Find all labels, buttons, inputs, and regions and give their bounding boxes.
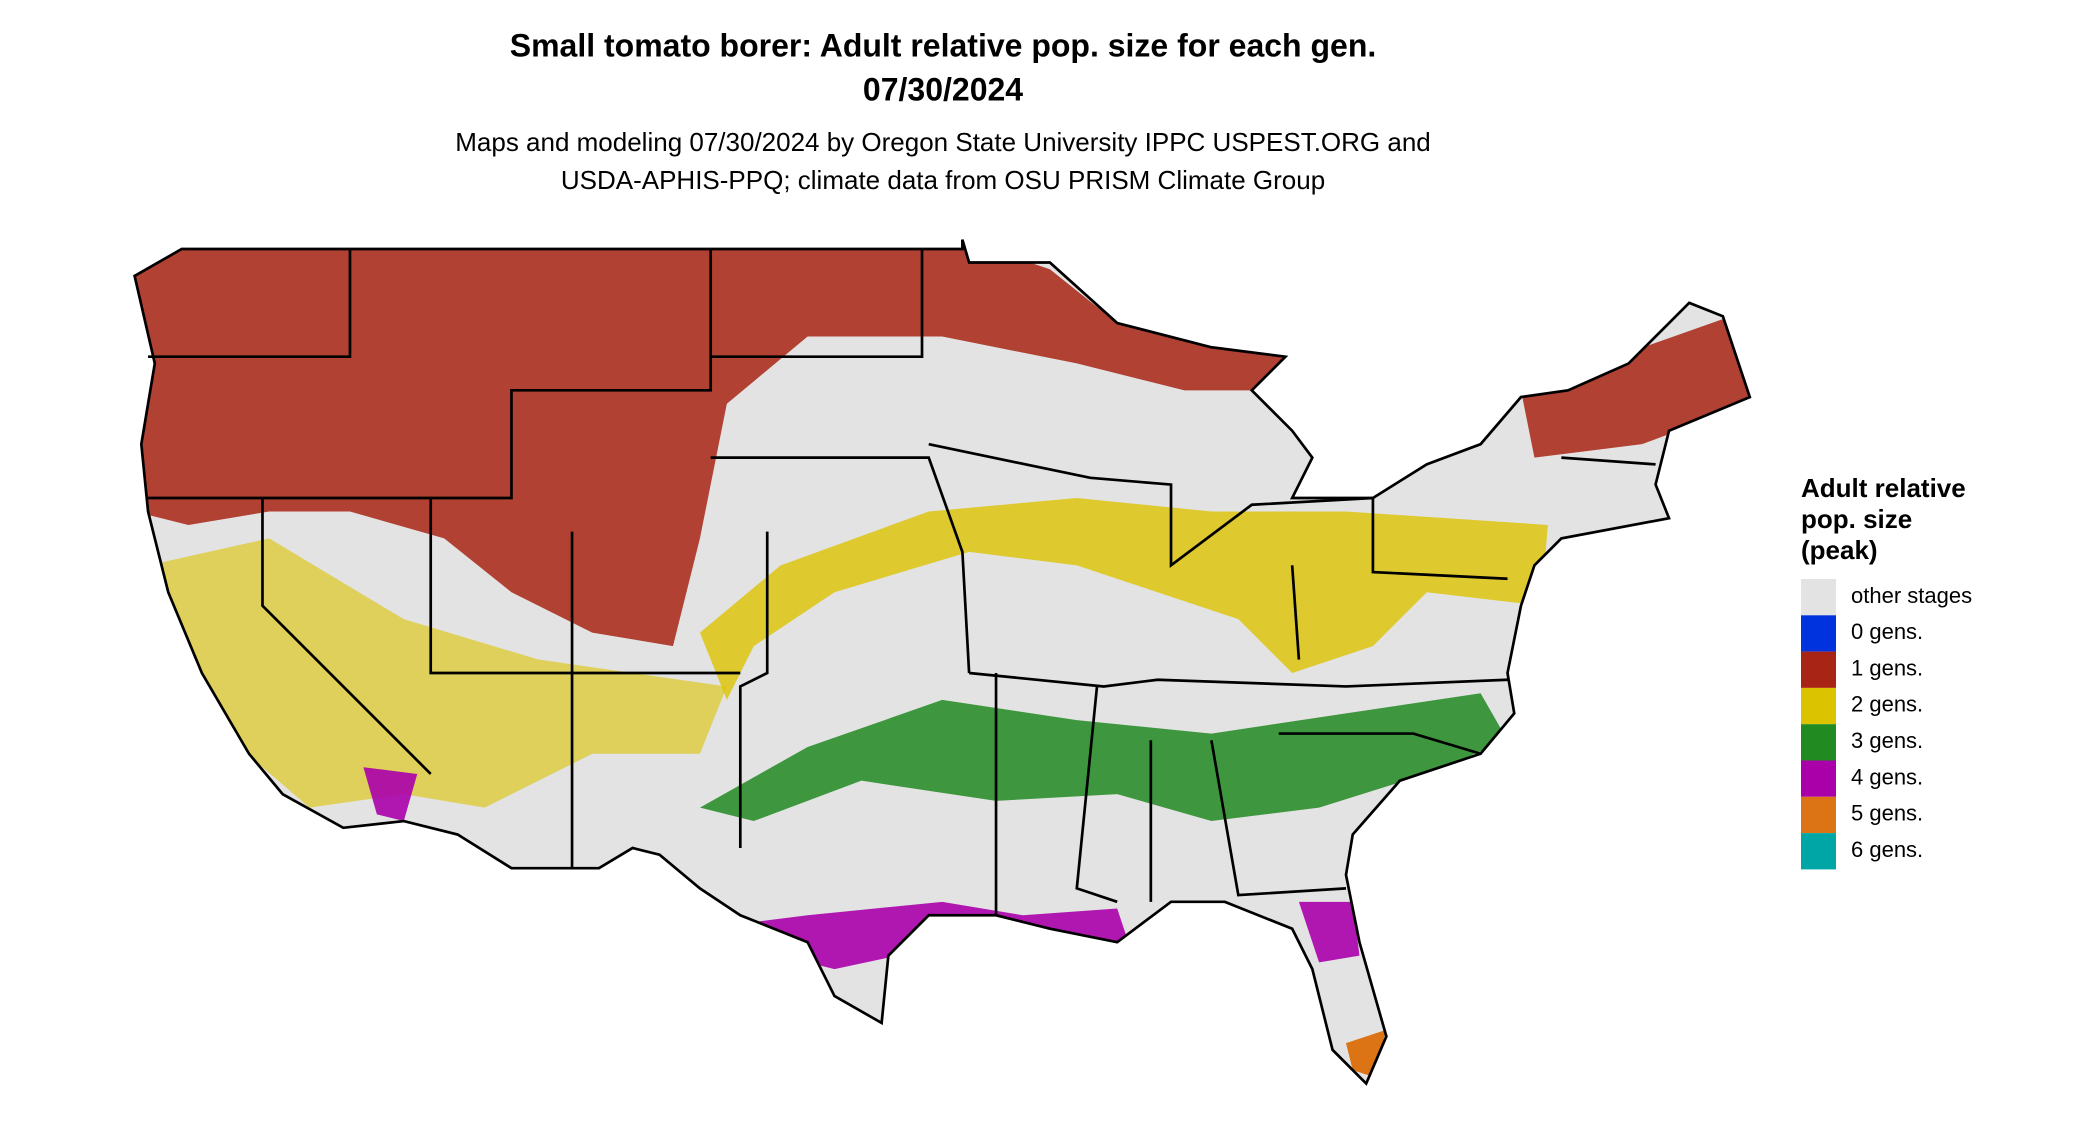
legend-swatch — [1801, 796, 1836, 834]
legend-label: 0 gens. — [1851, 619, 1923, 644]
subtitle: USDA-APHIS-PPQ; climate data from OSU PR… — [561, 165, 1325, 195]
legend-swatch — [1801, 724, 1836, 761]
state-borders — [148, 249, 1656, 916]
title-date: 07/30/2024 — [863, 71, 1023, 107]
legend-label: 5 gens. — [1851, 801, 1923, 826]
zones — [134, 242, 1750, 1077]
zone-4-gen — [363, 767, 418, 822]
legend-title: pop. size — [1801, 504, 1912, 534]
legend-swatch — [1801, 760, 1836, 797]
legend-label: 6 gens. — [1851, 837, 1923, 862]
legend-swatch — [1801, 615, 1836, 652]
legend: Adult relative pop. size (peak) other st… — [1801, 473, 1972, 870]
legend-swatch — [1801, 579, 1836, 616]
legend-swatch — [1801, 833, 1836, 870]
subtitle: Maps and modeling 07/30/2024 by Oregon S… — [455, 127, 1431, 157]
zone-1-gen — [134, 242, 1293, 647]
legend-label: 2 gens. — [1851, 692, 1923, 717]
zone-2-gen — [699, 498, 1548, 700]
map — [133, 238, 1752, 1085]
legend-label: other stages — [1851, 583, 1972, 608]
legend-swatch — [1801, 651, 1836, 688]
legend-label: 4 gens. — [1851, 764, 1923, 789]
legend-items: other stages 0 gens. 1 gens. 2 gens. 3 gens.… — [1801, 579, 1972, 870]
zone-5-gen — [1346, 1029, 1387, 1077]
title: Small tomato borer: Adult relative pop. … — [510, 27, 1377, 63]
legend-title: (peak) — [1801, 535, 1878, 565]
legend-label: 3 gens. — [1851, 728, 1923, 753]
legend-swatch — [1801, 687, 1836, 725]
zone-4-gen — [1298, 901, 1360, 963]
zone-1-gen — [1520, 309, 1750, 458]
legend-label: 1 gens. — [1851, 655, 1923, 680]
legend-title: Adult relative — [1801, 473, 1966, 503]
zone-3-gen — [699, 693, 1508, 822]
